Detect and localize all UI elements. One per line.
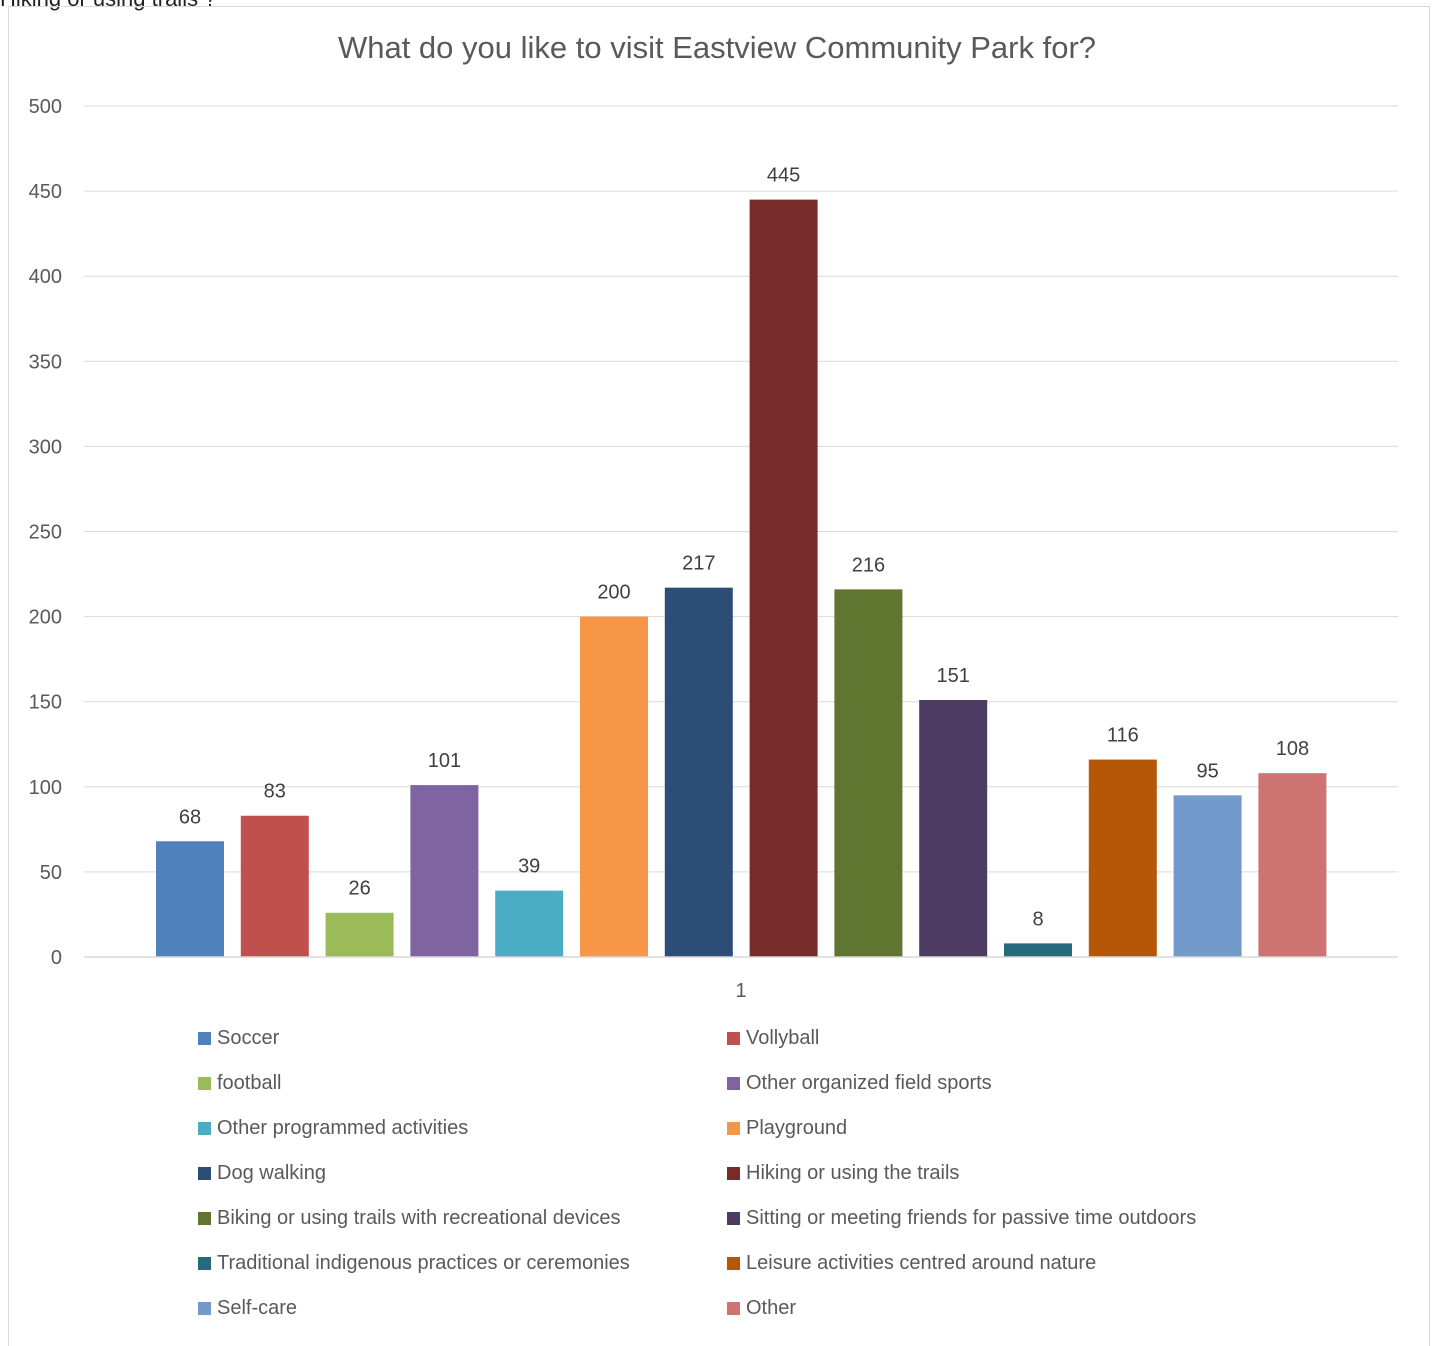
- x-axis: 1: [84, 956, 1398, 1002]
- legend-item: Leisure activities centred around nature: [727, 1252, 1096, 1275]
- legend-label: Self-care: [217, 1297, 298, 1319]
- data-label: 445: [767, 165, 800, 187]
- data-label: 39: [518, 856, 540, 878]
- y-tick-label: 450: [29, 181, 62, 203]
- legend-item: football: [198, 1072, 282, 1095]
- legend-label: Other: [746, 1297, 797, 1319]
- bar-other-organized-field-sports: [410, 785, 479, 957]
- chart-frame: [8, 6, 1430, 1346]
- legend-item: Other organized field sports: [727, 1072, 992, 1095]
- data-label: 83: [264, 781, 286, 803]
- legend-item: Self-care: [198, 1297, 297, 1320]
- legend-item: Dog walking: [198, 1162, 326, 1185]
- legend-swatch: [727, 1167, 740, 1180]
- legend-swatch: [727, 1257, 740, 1270]
- legend-item: Sitting or meeting friends for passive t…: [727, 1207, 1196, 1230]
- legend-swatch: [198, 1032, 211, 1045]
- legend-item: Traditional indigenous practices or cere…: [198, 1252, 630, 1275]
- y-tick-label: 50: [40, 862, 62, 884]
- data-label: 216: [852, 554, 885, 576]
- legend-label: Leisure activities centred around nature: [746, 1252, 1097, 1274]
- legend-item: Playground: [727, 1117, 847, 1140]
- y-tick-label: 350: [29, 351, 62, 373]
- legend-swatch: [198, 1167, 211, 1180]
- bar-hiking-or-using-the-trails: [749, 199, 818, 958]
- bar-other-programmed-activities: [495, 890, 564, 957]
- bar-traditional-indigenous-practices-or-ceremonies: [1004, 943, 1072, 957]
- legend-label: Other programmed activities: [217, 1117, 469, 1139]
- legend-label: football: [217, 1072, 282, 1094]
- y-tick-label: 150: [29, 692, 62, 714]
- data-label: 217: [682, 553, 715, 575]
- bar-chart: 0 50 100 150 200 250 300 350 400 450 500 68 83 26 101…: [29, 96, 1398, 1002]
- bar-dog-walking: [664, 587, 733, 957]
- y-tick-label: 500: [29, 96, 62, 118]
- y-tick-label: 100: [29, 777, 62, 799]
- legend-item: Hiking or using the trails: [727, 1162, 959, 1185]
- legend-swatch: [198, 1302, 211, 1315]
- legend-swatch: [198, 1212, 211, 1225]
- data-label: 101: [428, 750, 461, 772]
- legend-label: Other organized field sports: [746, 1072, 992, 1094]
- data-label: 68: [179, 806, 201, 828]
- bar-soccer: [156, 841, 224, 957]
- legend-label: Playground: [746, 1117, 848, 1139]
- legend-label: Traditional indigenous practices or cere…: [217, 1252, 630, 1274]
- legend-item: Other: [727, 1297, 796, 1320]
- y-tick-label: 0: [51, 947, 62, 969]
- legend-label: Hiking or using the trails: [746, 1162, 960, 1184]
- legend-label: Vollyball: [746, 1027, 820, 1049]
- legend-swatch: [727, 1077, 740, 1090]
- bar-self-care: [1173, 795, 1242, 957]
- data-label: 116: [1107, 725, 1139, 747]
- y-axis: 0 50 100 150 200 250 300 350 400 450 500: [29, 96, 62, 969]
- data-label: 108: [1276, 738, 1309, 760]
- legend-label: Biking or using trails with recreational…: [217, 1207, 621, 1229]
- data-label: 151: [937, 665, 970, 687]
- legend-swatch: [727, 1032, 740, 1045]
- legend-swatch: [727, 1302, 740, 1315]
- legend-swatch: [727, 1122, 740, 1135]
- legend-swatch: [727, 1212, 740, 1225]
- legend-swatch: [198, 1077, 211, 1090]
- data-label: 8: [1032, 908, 1043, 930]
- data-labels: 68 83 26 101 39 200 217 445 216 151 8 116 95 108: [179, 165, 1309, 931]
- bar-other: [1258, 773, 1327, 957]
- bar-biking-or-using-trails-with-recreational-devices: [834, 589, 903, 957]
- data-label: 95: [1196, 760, 1218, 782]
- legend-swatch: [198, 1122, 211, 1135]
- bar-sitting-or-meeting-friends-for-passive-time-outdoors: [919, 699, 988, 957]
- legend-label: Soccer: [217, 1027, 280, 1049]
- bar-vollyball: [240, 815, 309, 957]
- legend-item: Biking or using trails with recreational…: [198, 1207, 621, 1230]
- y-tick-label: 250: [29, 522, 62, 544]
- legend-label: Sitting or meeting friends for passive t…: [746, 1207, 1197, 1229]
- legend-item: Other programmed activities: [198, 1117, 468, 1140]
- data-label: 26: [348, 878, 370, 900]
- chart-title: What do you like to visit Eastview Commu…: [337, 30, 1097, 65]
- legend-item: Soccer: [198, 1027, 279, 1050]
- bars: [156, 199, 1327, 958]
- bar-playground: [580, 616, 648, 957]
- y-tick-label: 400: [29, 266, 62, 288]
- bar-leisure-activities-centred-around-nature: [1088, 759, 1157, 957]
- legend-label: Dog walking: [217, 1162, 326, 1184]
- data-label: 200: [597, 582, 630, 604]
- x-tick-label: 1: [735, 980, 746, 1002]
- bar-football: [325, 912, 394, 957]
- top-caption: Hiking or using trails ?: [0, 0, 216, 12]
- legend-item: Vollyball: [727, 1027, 819, 1050]
- legend-swatch: [198, 1257, 211, 1270]
- y-tick-label: 300: [29, 436, 62, 458]
- y-tick-label: 200: [29, 607, 62, 629]
